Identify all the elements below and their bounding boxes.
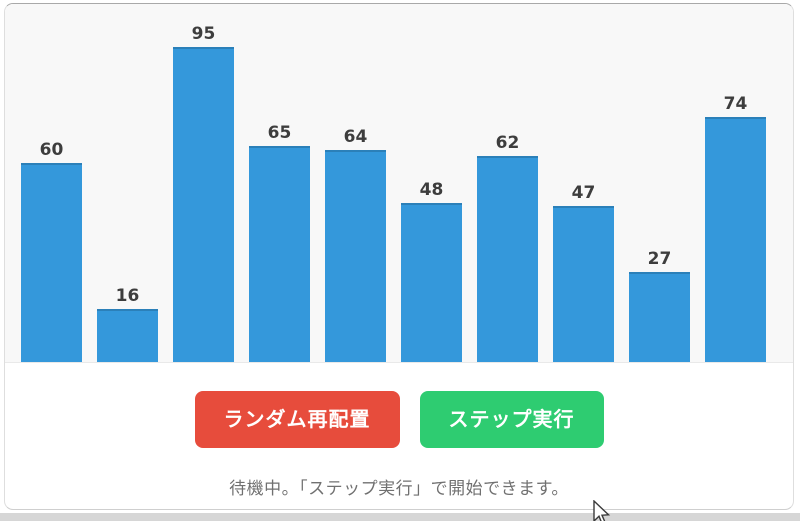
bar-value-label: 95 — [191, 24, 216, 44]
bottom-edge-strip — [0, 513, 800, 521]
bar-item: 65 — [249, 123, 310, 362]
bar — [629, 272, 690, 362]
bar-item: 16 — [97, 286, 158, 362]
bar-item: 47 — [553, 183, 614, 362]
bar-item: 95 — [173, 24, 234, 362]
bar-value-label: 16 — [115, 286, 140, 306]
bar — [21, 163, 82, 362]
button-row: ランダム再配置 ステップ実行 — [5, 363, 793, 448]
bar — [553, 206, 614, 362]
controls-panel: ランダム再配置 ステップ実行 待機中。「ステップ実行」で開始できます。 — [5, 363, 793, 499]
bar-item: 60 — [21, 140, 82, 362]
bar-value-label: 74 — [723, 94, 748, 114]
bar-item: 27 — [629, 249, 690, 362]
step-button[interactable]: ステップ実行 — [419, 391, 604, 448]
bar-value-label: 27 — [647, 249, 672, 269]
bar — [401, 203, 462, 362]
bar-value-label: 47 — [571, 183, 596, 203]
bar-item: 74 — [705, 94, 766, 362]
bar-item: 64 — [325, 127, 386, 362]
bar — [249, 146, 310, 362]
bar-value-label: 48 — [419, 180, 444, 200]
bar-value-label: 62 — [495, 133, 520, 153]
bar-value-label: 65 — [267, 123, 292, 143]
bar-value-label: 60 — [39, 140, 64, 160]
shuffle-button[interactable]: ランダム再配置 — [194, 391, 400, 448]
bar — [477, 156, 538, 362]
bar — [173, 47, 234, 362]
app-card: 60 16 95 65 64 48 62 47 27 74 ラン — [4, 3, 794, 510]
status-message: 待機中。「ステップ実行」で開始できます。 — [229, 479, 569, 499]
bar-chart: 60 16 95 65 64 48 62 47 27 74 — [5, 4, 793, 363]
bar — [97, 309, 158, 362]
bar-value-label: 64 — [343, 127, 368, 147]
bar — [325, 150, 386, 362]
bar-item: 62 — [477, 133, 538, 362]
bar-item: 48 — [401, 180, 462, 362]
bar — [705, 117, 766, 362]
